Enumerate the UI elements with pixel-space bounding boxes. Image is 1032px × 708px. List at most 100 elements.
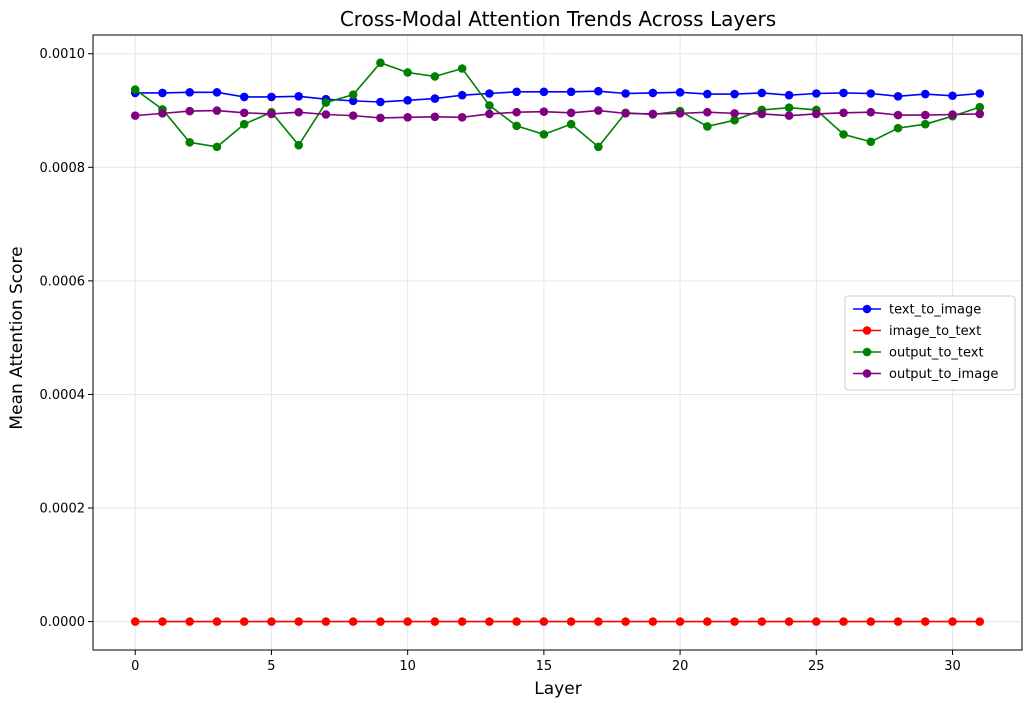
data-point-text_to_image [757,88,767,98]
data-point-output_to_image [430,112,440,122]
series-output_to_image [130,106,985,123]
data-point-text_to_image [294,92,303,101]
data-point-text_to_image [893,92,903,101]
data-point-image_to_text [485,617,494,626]
data-point-output_to_image [321,110,331,119]
data-point-image_to_text [185,617,195,626]
data-point-output_to_image [376,113,385,123]
data-point-image_to_text [893,617,903,626]
x-tick-label: 25 [808,659,825,674]
data-point-output_to_text [239,119,249,129]
legend-label: image_to_text [889,324,981,339]
data-point-output_to_text [130,85,140,94]
y-tick-label: 0.0006 [40,274,86,289]
data-point-text_to_image [594,86,603,96]
series-layer [130,58,985,626]
data-point-output_to_text [294,140,303,150]
plot-frame [92,34,1023,651]
y-tick-label: 0.0008 [40,161,86,176]
data-point-output_to_image [294,107,303,117]
data-point-image_to_text [239,617,249,626]
data-point-image_to_text [376,617,385,626]
legend-swatch-marker [862,369,872,378]
data-point-text_to_image [784,90,794,100]
data-point-text_to_image [948,91,957,101]
data-point-image_to_text [321,617,331,626]
x-tick-label: 0 [131,659,139,674]
data-point-output_to_image [920,110,930,120]
data-point-image_to_text [730,617,739,626]
data-point-output_to_image [158,109,167,118]
legend-swatch-marker [862,304,872,314]
data-point-text_to_image [376,97,385,107]
data-point-text_to_image [430,94,440,103]
data-point-output_to_image [457,113,467,122]
data-point-text_to_image [212,88,222,97]
data-point-image_to_text [539,617,549,626]
data-point-output_to_text [212,142,222,152]
data-point-output_to_text [594,142,603,152]
data-point-text_to_image [185,88,195,97]
data-point-output_to_text [566,119,576,129]
data-point-output_to_text [512,121,521,131]
legend-label: text_to_image [889,303,981,318]
y-tick-label: 0.0010 [40,47,86,62]
data-point-output_to_text [893,123,903,133]
legend-box [844,295,1016,391]
series-text_to_image [130,86,985,107]
legend: text_to_image image_to_text output_to_text… [844,295,1016,391]
data-point-image_to_text [403,617,412,626]
data-point-image_to_text [512,617,521,626]
data-point-output_to_text [430,72,440,81]
data-point-output_to_text [403,68,412,77]
data-point-output_to_text [485,101,494,110]
data-point-image_to_text [158,617,167,626]
data-point-image_to_text [920,617,930,626]
y-tick-label: 0.0002 [40,502,86,517]
data-point-output_to_text [730,115,739,125]
series-line-text_to_image [135,90,980,103]
data-point-text_to_image [566,87,576,97]
data-point-text_to_image [730,89,739,99]
x-axis-label: Layer [534,679,581,699]
data-point-text_to_image [512,87,521,97]
x-tick-label: 20 [672,659,689,674]
data-point-output_to_text [975,102,985,112]
data-point-image_to_text [294,617,303,626]
data-point-text_to_image [621,89,630,98]
data-point-output_to_text [348,90,358,99]
data-point-text_to_image [267,92,276,102]
data-point-image_to_text [267,617,276,626]
legend-swatch-marker [862,326,872,335]
data-point-output_to_text [920,119,930,129]
data-point-image_to_text [348,617,358,626]
data-point-output_to_text [839,130,848,139]
data-point-output_to_image [621,109,630,118]
y-tick-label: 0.0000 [40,615,86,630]
data-point-text_to_image [457,90,467,100]
data-point-output_to_text [703,122,712,131]
data-point-output_to_image [893,110,903,120]
series-output_to_text [130,58,985,152]
data-point-text_to_image [866,89,876,98]
data-point-output_to_text [784,103,794,112]
data-point-text_to_image [839,88,848,98]
data-point-text_to_image [485,89,494,98]
data-point-output_to_image [866,107,876,117]
data-point-text_to_image [675,88,685,97]
data-point-image_to_text [675,617,685,626]
data-point-output_to_image [212,106,222,115]
legend-item-output_to_image: output_to_image [853,367,998,382]
data-point-output_to_image [348,111,358,120]
data-point-output_to_image [784,111,794,120]
data-point-image_to_text [703,617,712,626]
data-point-output_to_image [648,109,658,119]
legend-label: output_to_image [889,367,998,382]
data-point-output_to_image [757,109,767,119]
data-point-image_to_text [839,617,848,626]
data-point-output_to_image [812,109,821,119]
data-point-image_to_text [784,617,794,626]
data-point-text_to_image [703,89,712,99]
data-point-output_to_image [675,109,685,118]
